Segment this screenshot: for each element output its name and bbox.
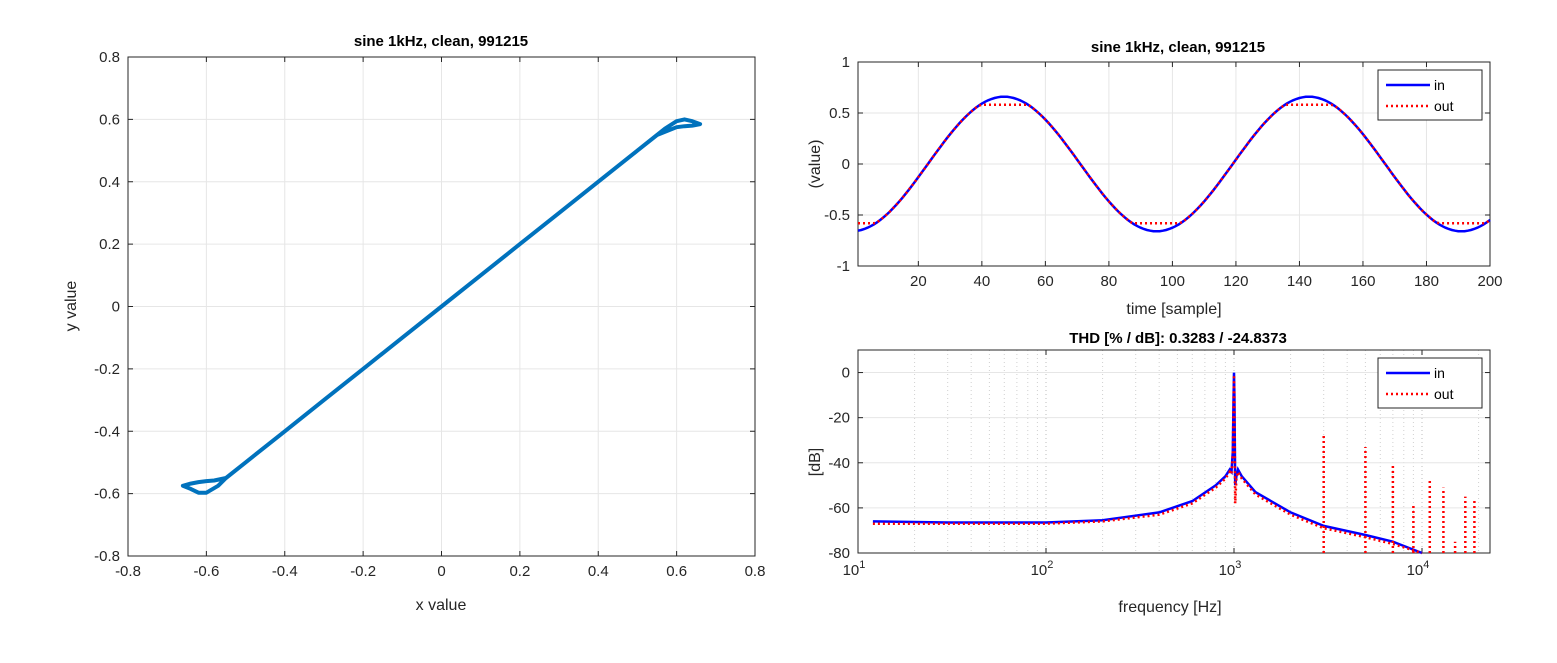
y-tick-label: -1 — [837, 258, 850, 275]
xy-plot-title: sine 1kHz, clean, 991215 — [354, 33, 528, 50]
y-tick-label: 0.5 — [829, 105, 850, 122]
xy-plot: sine 1kHz, clean, 991215 x value y value… — [63, 33, 765, 614]
x-tick-label: 103 — [1219, 559, 1242, 579]
x-tick-label: 101 — [843, 559, 866, 579]
y-tick-label: -20 — [828, 410, 850, 427]
legend-box — [1377, 69, 1483, 121]
x-tick-label: -0.6 — [193, 563, 219, 580]
x-tick-label: 180 — [1414, 273, 1439, 290]
y-tick-label: 0 — [842, 156, 850, 173]
x-tick-label: 160 — [1350, 273, 1375, 290]
series-in-line — [872, 372, 1423, 555]
y-tick-label: 0.8 — [99, 49, 120, 66]
time-plot-title: sine 1kHz, clean, 991215 — [1091, 39, 1265, 56]
x-tick-label: 140 — [1287, 273, 1312, 290]
plot-frame — [857, 349, 1491, 554]
spectrum-plot-xlabel: frequency [Hz] — [1118, 599, 1221, 616]
x-tick-label: 104 — [1407, 559, 1430, 579]
y-tick-label: -60 — [828, 500, 850, 517]
plot-frame — [857, 61, 1491, 267]
y-tick-label: 1 — [842, 54, 850, 71]
x-tick-label: 20 — [910, 273, 927, 290]
xy-plot-xlabel: x value — [416, 597, 467, 614]
x-tick-label: -0.4 — [272, 563, 298, 580]
y-tick-label: -0.6 — [94, 486, 120, 503]
y-tick-label: -40 — [828, 455, 850, 472]
plot-frame — [127, 56, 756, 557]
y-tick-label: -80 — [828, 545, 850, 562]
x-tick-label: -0.8 — [115, 563, 141, 580]
legend-in-label: in — [1434, 77, 1445, 93]
series-out-line — [858, 103, 1491, 225]
x-tick-label: 200 — [1477, 273, 1502, 290]
x-tick-label: 0 — [437, 563, 445, 580]
time-plot: sine 1kHz, clean, 991215 time [sample] (… — [807, 39, 1503, 318]
spectrum-plot: THD [% / dB]: 0.3283 / -24.8373 frequenc… — [807, 330, 1491, 616]
x-tick-label: 100 — [1160, 273, 1185, 290]
xy-plot-ylabel: y value — [63, 281, 80, 332]
y-tick-label: 0.2 — [99, 236, 120, 253]
y-tick-label: 0 — [842, 365, 850, 382]
time-plot-xlabel: time [sample] — [1126, 301, 1221, 318]
y-tick-label: 0 — [112, 299, 120, 316]
spectrum-plot-ylabel: [dB] — [807, 448, 824, 476]
x-tick-label: 102 — [1031, 559, 1054, 579]
x-tick-label: 0.2 — [509, 563, 530, 580]
time-plot-ylabel: (value) — [807, 140, 824, 189]
y-tick-label: -0.5 — [824, 207, 850, 224]
x-tick-label: 0.4 — [588, 563, 609, 580]
y-tick-label: 0.6 — [99, 111, 120, 128]
x-tick-label: 0.6 — [666, 563, 687, 580]
legend-out-label: out — [1434, 98, 1454, 114]
y-tick-label: -0.8 — [94, 548, 120, 565]
x-tick-label: 60 — [1037, 273, 1054, 290]
legend-box — [1377, 357, 1483, 409]
y-tick-label: -0.2 — [94, 361, 120, 378]
x-tick-label: -0.2 — [350, 563, 376, 580]
x-tick-label: 80 — [1101, 273, 1118, 290]
spectrum-plot-title: THD [% / dB]: 0.3283 / -24.8373 — [1069, 330, 1287, 347]
y-tick-label: 0.4 — [99, 174, 120, 191]
y-tick-label: -0.4 — [94, 423, 120, 440]
x-tick-label: 0.8 — [745, 563, 766, 580]
legend-out-label: out — [1434, 386, 1454, 402]
legend-in-label: in — [1434, 365, 1445, 381]
x-tick-label: 120 — [1223, 273, 1248, 290]
x-tick-label: 40 — [974, 273, 991, 290]
xy-trace — [180, 117, 703, 495]
